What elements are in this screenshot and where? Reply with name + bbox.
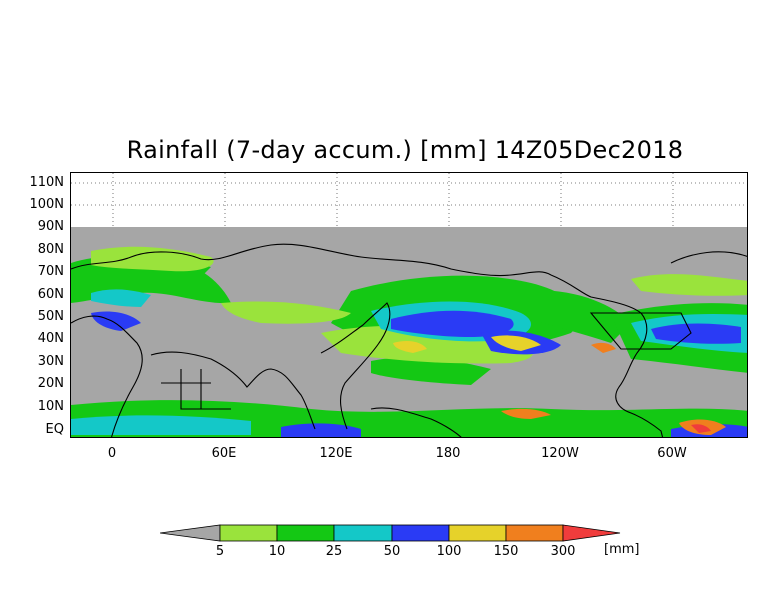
lat-label-80n: 80N — [37, 242, 64, 257]
colorbar-segment-100-150 — [448, 524, 507, 542]
colorbar-segment-150-300 — [505, 524, 564, 542]
lat-label-10n: 10N — [37, 399, 64, 414]
lon-label-0: 0 — [107, 446, 117, 461]
colorbar-segment-25-50 — [333, 524, 393, 542]
graticule — [71, 173, 747, 227]
lon-label-60w: 60W — [657, 446, 687, 461]
colorbar-tick-10: 10 — [268, 544, 286, 559]
lat-label-eq: EQ — [45, 422, 64, 437]
lat-label-40n: 40N — [37, 331, 64, 346]
lon-label-120w: 120W — [541, 446, 579, 461]
colorbar-segment-50-100 — [391, 524, 450, 542]
colorbar — [160, 524, 621, 542]
lat-label-70n: 70N — [37, 264, 64, 279]
rainfall-map-svg — [71, 173, 747, 437]
colorbar-tick-300: 300 — [550, 544, 576, 559]
lon-label-60e: 60E — [211, 446, 237, 461]
colorbar-tick-50: 50 — [383, 544, 401, 559]
lat-label-50n: 50N — [37, 309, 64, 324]
colorbar-segment-below-5 — [160, 524, 221, 542]
colorbar-tick-150: 150 — [493, 544, 519, 559]
colorbar-segment-5-10 — [219, 524, 278, 542]
map-title: Rainfall (7-day accum.) [mm] 14Z05Dec201… — [126, 136, 684, 164]
colorbar-unit: [mm] — [604, 542, 640, 557]
lat-label-90n: 90N — [37, 219, 64, 234]
rain-heavy-areas — [393, 335, 726, 435]
colorbar-segment-above-300 — [562, 524, 621, 542]
lat-label-100n: 100N — [29, 197, 64, 212]
colorbar-tick-100: 100 — [436, 544, 462, 559]
lat-label-110n: 110N — [29, 175, 64, 190]
colorbar-tick-5: 5 — [215, 544, 225, 559]
lat-label-30n: 30N — [37, 354, 64, 369]
colorbar-segment-10-25 — [276, 524, 335, 542]
lat-label-60n: 60N — [37, 287, 64, 302]
lon-label-180: 180 — [435, 446, 461, 461]
colorbar-tick-25: 25 — [325, 544, 343, 559]
lat-label-20n: 20N — [37, 376, 64, 391]
rainfall-map — [70, 172, 748, 438]
lon-label-120e: 120E — [319, 446, 353, 461]
coastlines — [71, 243, 747, 437]
